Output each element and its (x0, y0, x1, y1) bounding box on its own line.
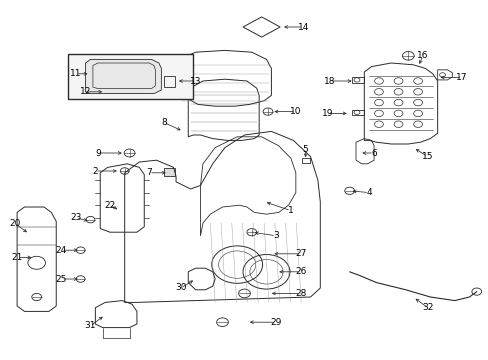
Text: 27: 27 (294, 249, 306, 258)
Text: 30: 30 (175, 284, 186, 292)
Text: 8: 8 (161, 118, 166, 127)
Text: 18: 18 (324, 77, 335, 85)
Text: 24: 24 (55, 246, 67, 255)
Bar (68, 54, 193, 99)
Text: 19: 19 (321, 109, 333, 118)
Text: 16: 16 (416, 51, 428, 60)
Text: 6: 6 (370, 149, 376, 158)
Text: 29: 29 (270, 318, 282, 327)
Text: 31: 31 (84, 321, 96, 330)
Text: 22: 22 (104, 201, 116, 210)
Text: 1: 1 (287, 206, 293, 215)
Polygon shape (85, 59, 161, 94)
Text: 11: 11 (70, 69, 81, 78)
Text: 10: 10 (289, 107, 301, 116)
Text: 5: 5 (302, 145, 308, 154)
Text: 26: 26 (294, 267, 306, 276)
Text: 2: 2 (92, 166, 98, 175)
Bar (163, 168, 174, 176)
Text: 7: 7 (146, 168, 152, 177)
Text: 15: 15 (421, 152, 433, 161)
Text: 4: 4 (366, 188, 371, 197)
Text: 9: 9 (95, 149, 101, 158)
Text: 3: 3 (273, 231, 279, 240)
Text: 32: 32 (421, 303, 433, 312)
Text: 28: 28 (294, 289, 306, 298)
Text: 25: 25 (55, 274, 67, 284)
Text: 12: 12 (80, 87, 91, 96)
Bar (163, 76, 174, 87)
Text: 21: 21 (11, 253, 23, 262)
Text: 13: 13 (189, 77, 201, 85)
Bar (302, 158, 309, 163)
Text: 17: 17 (455, 73, 467, 82)
Text: 23: 23 (70, 213, 81, 222)
Text: 20: 20 (9, 219, 20, 228)
Text: 14: 14 (297, 22, 308, 31)
